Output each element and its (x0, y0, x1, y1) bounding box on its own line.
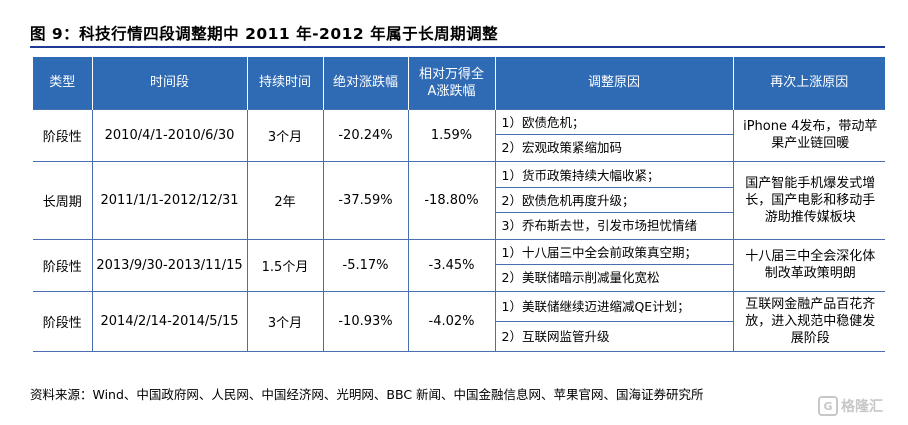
cell-period: 2011/1/1-2012/12/31 (92, 160, 248, 239)
cell-rebound: 互联网金融产品百花齐放，进入规范中稳健发展阶段 (733, 290, 885, 352)
title-underline (30, 46, 885, 48)
cell-period: 2010/4/1-2010/6/30 (92, 108, 248, 161)
reason-item: 2）欧债危机再度升级； (495, 188, 733, 213)
cell-rel-change: -18.80% (408, 160, 496, 239)
reason-item: 3）乔布斯去世，引发市场担忧情绪 (501, 217, 697, 233)
header-rebound: 再次上涨原因 (733, 57, 885, 109)
header-period: 时间段 (92, 57, 248, 109)
cell-abs-change: -10.93% (323, 290, 409, 352)
table-row: 阶段性 2010/4/1-2010/6/30 3个月 -20.24% 1.59%… (33, 108, 885, 161)
cell-type: 长周期 (33, 160, 93, 239)
header-reasons: 调整原因 (495, 57, 734, 109)
source-note: 资料来源：Wind、中国政府网、人民网、中国经济网、光明网、BBC 新闻、中国金… (30, 387, 704, 402)
table-row: 阶段性 2014/2/14-2014/5/15 3个月 -10.93% -4.0… (33, 290, 885, 352)
cell-duration: 1.5个月 (247, 238, 324, 291)
cell-rel-change: 1.59% (408, 108, 496, 161)
header-type: 类型 (33, 57, 93, 109)
cell-rel-change: -3.45% (408, 238, 496, 291)
cell-duration: 3个月 (247, 290, 324, 352)
cell-reasons: 1）美联储继续迈进缩减QE计划； 2）互联网监管升级 (495, 290, 734, 352)
header-rel-change: 相对万得全 A涨跌幅 (408, 57, 496, 109)
watermark-text: 格隆汇 (841, 399, 883, 415)
header-row: 类型 时间段 持续时间 绝对涨跌幅 相对万得全 A涨跌幅 调整原因 再次上涨原因 (33, 57, 885, 109)
reason-item: 2）宏观政策紧缩加码 (501, 140, 622, 155)
cell-duration: 2年 (247, 160, 324, 239)
watermark-icon: G (818, 396, 838, 416)
cell-abs-change: -5.17% (323, 238, 409, 291)
header-duration: 持续时间 (247, 57, 324, 109)
cell-rebound: iPhone 4发布，带动苹果产业链回暖 (733, 108, 885, 161)
reason-item: 1）货币政策持续大幅收紧； (495, 163, 733, 188)
cell-reasons: 1）十八届三中全会前政策真空期； 2）美联储暗示削减量化宽松 (495, 238, 734, 291)
reason-item: 1）欧债危机； (495, 110, 733, 135)
cell-reasons: 1）欧债危机； 2）宏观政策紧缩加码 (495, 108, 734, 161)
figure-title: 图 9：科技行情四段调整期中 2011 年-2012 年属于长周期调整 (30, 25, 499, 43)
reason-item: 2）互联网监管升级 (501, 328, 610, 344)
cell-abs-change: -37.59% (323, 160, 409, 239)
cell-type: 阶段性 (33, 108, 93, 161)
cell-reasons: 1）货币政策持续大幅收紧； 2）欧债危机再度升级； 3）乔布斯去世，引发市场担忧… (495, 160, 734, 239)
cell-period: 2013/9/30-2013/11/15 (92, 238, 248, 291)
cell-type: 阶段性 (33, 238, 93, 291)
table-row: 长周期 2011/1/1-2012/12/31 2年 -37.59% -18.8… (33, 160, 885, 239)
table-row: 阶段性 2013/9/30-2013/11/15 1.5个月 -5.17% -3… (33, 238, 885, 291)
cell-rebound: 国产智能手机爆发式增长，国产电影和移动手游助推传媒板块 (733, 160, 885, 239)
cell-period: 2014/2/14-2014/5/15 (92, 290, 248, 352)
cell-rebound: 十八届三中全会深化体制改革政策明朗 (733, 238, 885, 291)
adjustment-table: 类型 时间段 持续时间 绝对涨跌幅 相对万得全 A涨跌幅 调整原因 再次上涨原因… (33, 57, 885, 352)
cell-abs-change: -20.24% (323, 108, 409, 161)
reason-item: 1）十八届三中全会前政策真空期； (495, 240, 733, 265)
cell-duration: 3个月 (247, 108, 324, 161)
cell-type: 阶段性 (33, 290, 93, 352)
reason-item: 1）美联储继续迈进缩减QE计划； (495, 292, 733, 322)
reason-item: 2）美联储暗示削减量化宽松 (501, 270, 660, 285)
watermark-logo: G 格隆汇 (818, 396, 883, 416)
header-abs-change: 绝对涨跌幅 (323, 57, 409, 109)
cell-rel-change: -4.02% (408, 290, 496, 352)
